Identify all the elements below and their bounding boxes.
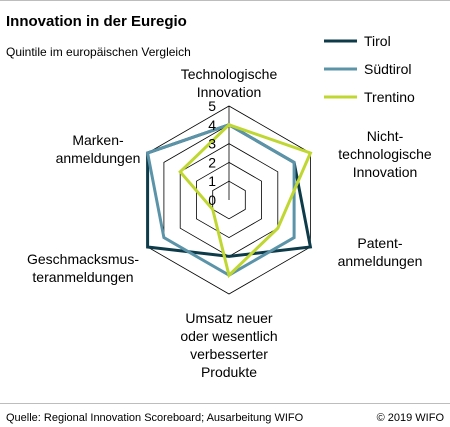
axis-label-5-line-1: anmeldungen xyxy=(56,150,141,166)
tick-label-4: 4 xyxy=(208,117,216,133)
legend-label-trentino: Trentino xyxy=(364,89,415,105)
radar-grid xyxy=(147,105,311,295)
axis-label-2-line-0: Patent- xyxy=(357,235,402,251)
copyright-note: © 2019 WIFO xyxy=(377,412,445,424)
tick-label-3: 3 xyxy=(208,136,216,152)
axis-label-3-line-0: Umsatz neuer xyxy=(185,310,272,326)
axis-label-5-line-0: Marken- xyxy=(72,132,124,148)
legend: Tirol Südtirol Trentino xyxy=(324,33,415,105)
tick-label-0: 0 xyxy=(208,192,216,208)
series-trentino xyxy=(178,123,313,279)
axis-label-3-line-2: verbesserter xyxy=(190,346,268,362)
tick-label-2: 2 xyxy=(208,154,216,170)
series-layer xyxy=(145,123,313,279)
axis-label-1-line-1: technologische xyxy=(338,146,432,162)
chart-subtitle: Quintile im europäischen Vergleich xyxy=(6,45,191,59)
grid-ring-1 xyxy=(212,180,246,220)
axis-label-1-line-0: Nicht- xyxy=(367,128,404,144)
axis-label-3-line-1: oder wesentlich xyxy=(180,328,277,344)
grid-ring-2 xyxy=(195,161,263,239)
axis-label-4-line-1: teranmeldungen xyxy=(32,269,133,285)
axis-labels: Technologische Innovation Nicht-technologi… xyxy=(27,66,432,380)
axis-label-3-line-3: Produkte xyxy=(201,364,257,380)
tick-label-5: 5 xyxy=(208,98,216,114)
tick-label-1: 1 xyxy=(208,173,216,189)
axis-label-4-line-0: Geschmacksmus- xyxy=(27,251,139,267)
source-note: Quelle: Regional Innovation Scoreboard; … xyxy=(6,412,304,424)
legend-label-tirol: Tirol xyxy=(364,33,391,49)
chart-title: Innovation in der Euregio xyxy=(6,13,187,30)
tick-labels: 0 1 2 3 4 5 xyxy=(208,98,216,208)
legend-label-suedtirol: Südtirol xyxy=(364,61,411,77)
axis-label-2-line-1: anmeldungen xyxy=(338,253,423,269)
axis-label-0-line-1: Innovation xyxy=(197,84,262,100)
axis-label-1-line-2: Innovation xyxy=(353,164,418,180)
axis-label-0-line-0: Technologische xyxy=(181,66,278,82)
